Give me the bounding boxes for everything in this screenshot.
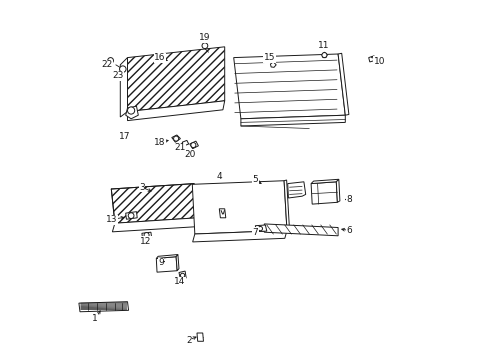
- Polygon shape: [197, 333, 203, 341]
- Circle shape: [127, 107, 134, 114]
- Polygon shape: [142, 232, 151, 239]
- Circle shape: [107, 58, 113, 63]
- Text: 7: 7: [252, 228, 258, 237]
- Polygon shape: [171, 135, 180, 142]
- Polygon shape: [176, 255, 179, 271]
- Polygon shape: [112, 218, 197, 232]
- Polygon shape: [192, 230, 286, 242]
- Text: 21: 21: [174, 143, 185, 152]
- Polygon shape: [270, 62, 276, 67]
- Circle shape: [180, 273, 184, 278]
- Polygon shape: [120, 58, 127, 117]
- Polygon shape: [125, 212, 137, 219]
- Polygon shape: [156, 255, 178, 258]
- Circle shape: [321, 53, 326, 58]
- Polygon shape: [125, 106, 138, 119]
- Polygon shape: [233, 54, 345, 119]
- Text: 16: 16: [154, 53, 165, 62]
- Text: 13: 13: [105, 215, 117, 224]
- Polygon shape: [321, 52, 326, 58]
- Polygon shape: [182, 140, 188, 146]
- Polygon shape: [127, 101, 224, 121]
- Text: 23: 23: [112, 71, 123, 80]
- Polygon shape: [156, 257, 177, 272]
- Circle shape: [202, 43, 207, 49]
- Text: 11: 11: [317, 40, 329, 49]
- Polygon shape: [192, 181, 286, 234]
- Polygon shape: [219, 209, 225, 218]
- Polygon shape: [284, 180, 289, 230]
- Polygon shape: [310, 179, 338, 184]
- Circle shape: [173, 136, 178, 141]
- Text: 17: 17: [119, 132, 130, 141]
- Polygon shape: [368, 56, 374, 62]
- Circle shape: [128, 213, 134, 219]
- Polygon shape: [111, 184, 197, 223]
- Polygon shape: [337, 53, 348, 115]
- Text: 22: 22: [101, 60, 112, 69]
- Text: 6: 6: [346, 226, 351, 235]
- Text: 9: 9: [158, 258, 163, 267]
- Text: 12: 12: [140, 237, 151, 246]
- Text: 3: 3: [139, 183, 144, 192]
- Circle shape: [258, 226, 262, 231]
- Text: 18: 18: [154, 138, 165, 147]
- Polygon shape: [127, 47, 224, 112]
- Text: 8: 8: [346, 195, 351, 204]
- Polygon shape: [255, 225, 266, 231]
- Polygon shape: [241, 115, 345, 126]
- Text: 1: 1: [92, 314, 98, 323]
- Text: 2: 2: [185, 336, 191, 345]
- Circle shape: [144, 233, 149, 238]
- Text: 5: 5: [252, 175, 258, 184]
- Text: 19: 19: [199, 33, 210, 42]
- Circle shape: [190, 143, 196, 148]
- Polygon shape: [287, 182, 305, 198]
- Text: 14: 14: [174, 277, 185, 286]
- Polygon shape: [264, 224, 337, 236]
- Polygon shape: [79, 302, 128, 312]
- Polygon shape: [189, 141, 198, 149]
- Polygon shape: [336, 179, 339, 202]
- Text: 20: 20: [183, 150, 195, 159]
- Text: 15: 15: [264, 53, 275, 62]
- Polygon shape: [310, 182, 337, 204]
- Polygon shape: [179, 271, 186, 279]
- Text: 10: 10: [373, 57, 385, 66]
- Circle shape: [120, 66, 126, 72]
- Text: 4: 4: [216, 172, 222, 181]
